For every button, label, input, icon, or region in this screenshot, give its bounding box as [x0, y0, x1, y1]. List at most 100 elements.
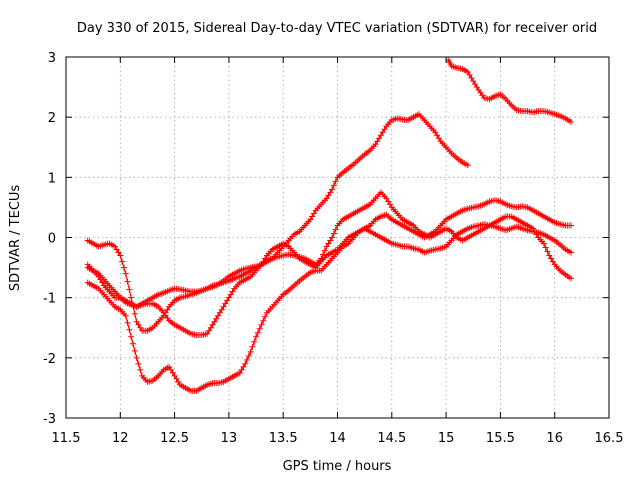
- data-point: [175, 378, 182, 385]
- data-point: [381, 126, 388, 133]
- data-point: [137, 366, 144, 373]
- data-point: [171, 372, 178, 379]
- x-tick-label: 12: [112, 431, 129, 446]
- data-point: [245, 352, 252, 359]
- label-layer: Day 330 of 2015, Sidereal Day-to-day VTE…: [8, 21, 597, 474]
- data-point: [224, 297, 231, 304]
- tick-layer: 11.5 12 12.5 13 13.5 14 14.5 15 15.5 16 16.5-3-2-1…: [43, 51, 623, 446]
- data-point: [229, 288, 236, 295]
- data-point: [470, 78, 477, 85]
- x-tick-label: 16.5: [595, 431, 624, 446]
- data-point: [209, 321, 216, 328]
- data-point: [374, 138, 381, 145]
- data-point: [329, 186, 336, 193]
- series-satellite-1: [84, 111, 471, 310]
- series-trace: [87, 191, 572, 336]
- data-point: [135, 360, 142, 367]
- data-point: [262, 313, 269, 320]
- data-point: [131, 347, 138, 354]
- data-point: [549, 258, 556, 265]
- data-point: [567, 275, 574, 282]
- data-point: [262, 255, 269, 262]
- data-point: [385, 198, 392, 205]
- y-tick-label: -1: [43, 292, 56, 307]
- data-point: [325, 240, 332, 247]
- data-point: [227, 291, 234, 298]
- data-point: [376, 135, 383, 142]
- data-point: [473, 84, 480, 91]
- data-point: [323, 195, 330, 202]
- data-point: [307, 216, 314, 223]
- data-point: [548, 255, 555, 262]
- y-tick-label: 2: [48, 111, 56, 126]
- data-point: [120, 264, 127, 271]
- data-point: [216, 309, 223, 316]
- data-point: [164, 306, 171, 313]
- data-point: [117, 252, 124, 259]
- data-point: [162, 309, 169, 316]
- data-point: [128, 333, 135, 340]
- chart-title: Day 330 of 2015, Sidereal Day-to-day VTE…: [77, 21, 597, 36]
- data-point: [260, 317, 267, 324]
- data-point: [204, 330, 211, 337]
- data-point: [320, 251, 327, 258]
- data-point: [253, 333, 260, 340]
- series-layer: [84, 57, 574, 394]
- series-trace: [87, 113, 469, 308]
- data-point: [466, 72, 473, 79]
- data-point: [258, 321, 265, 328]
- x-tick-label: 15.5: [486, 431, 515, 446]
- data-point: [222, 300, 229, 307]
- data-point: [225, 294, 232, 301]
- data-point: [166, 363, 173, 370]
- data-point: [249, 343, 256, 350]
- data-point: [133, 318, 140, 325]
- data-point: [379, 129, 386, 136]
- data-point: [126, 286, 133, 293]
- data-point: [323, 243, 330, 250]
- data-point: [327, 237, 334, 244]
- data-point: [567, 222, 574, 229]
- data-point: [325, 192, 332, 199]
- data-point: [258, 261, 265, 268]
- data-point: [122, 312, 129, 319]
- data-point: [111, 243, 118, 250]
- data-point: [124, 319, 131, 326]
- data-point: [129, 302, 136, 309]
- data-point: [383, 195, 390, 202]
- data-point: [468, 75, 475, 82]
- data-point: [236, 369, 243, 376]
- data-point: [211, 318, 218, 325]
- data-point: [113, 246, 120, 253]
- data-point: [129, 340, 136, 347]
- series-satellite-4: [84, 197, 574, 334]
- data-point: [247, 348, 254, 355]
- data-point: [310, 210, 317, 217]
- data-point: [542, 244, 549, 251]
- data-point: [377, 132, 384, 139]
- data-point: [135, 321, 142, 328]
- data-point: [160, 312, 167, 319]
- data-point: [372, 141, 379, 148]
- data-point: [99, 279, 106, 286]
- x-tick-label: 15: [438, 431, 455, 446]
- x-tick-label: 12.5: [160, 431, 189, 446]
- data-point: [213, 315, 220, 322]
- data-point: [332, 226, 339, 233]
- x-tick-label: 11.5: [52, 431, 81, 446]
- data-point: [240, 363, 247, 370]
- data-point: [464, 69, 471, 76]
- data-point: [119, 258, 126, 265]
- data-point: [215, 312, 222, 319]
- data-point: [472, 81, 479, 88]
- data-point: [131, 310, 138, 317]
- data-point: [435, 135, 442, 142]
- data-point: [332, 178, 339, 185]
- data-point: [464, 162, 471, 169]
- series-satellite-3: [84, 189, 574, 338]
- x-tick-label: 16: [546, 431, 563, 446]
- x-tick-label: 14.5: [377, 431, 406, 446]
- y-tick-label: -2: [43, 352, 56, 367]
- series-satellite-5: [84, 221, 574, 394]
